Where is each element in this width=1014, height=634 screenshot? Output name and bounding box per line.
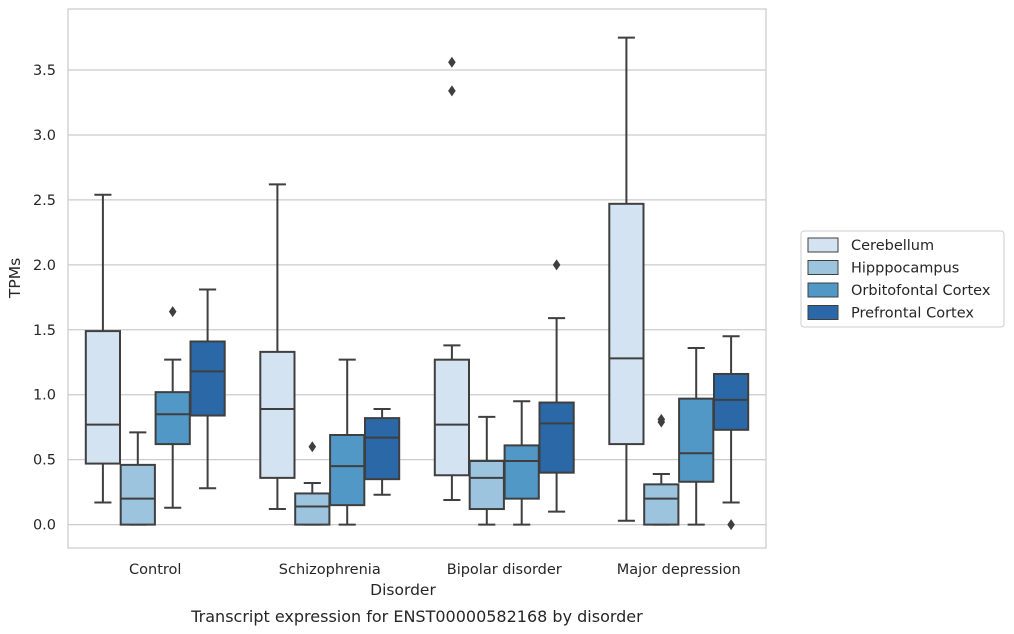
outlier-point	[657, 413, 666, 425]
y-tick-label: 2.0	[33, 258, 56, 274]
legend-item: Hipppocampus	[807, 260, 959, 277]
box	[643, 483, 680, 526]
y-tick-label: 1.5	[33, 323, 56, 339]
box	[84, 330, 122, 465]
boxes	[84, 36, 750, 531]
box	[329, 434, 366, 507]
plot-frame	[67, 8, 767, 549]
legend-swatch	[807, 305, 839, 320]
x-tick-label: Major depression	[617, 562, 741, 578]
outlier-point	[448, 85, 456, 97]
box	[119, 463, 156, 526]
y-tick-label: 3.0	[33, 128, 56, 144]
box-group	[329, 358, 366, 526]
box	[608, 202, 645, 446]
legend-swatch	[807, 237, 839, 253]
x-tick-label: Bipolar disorder	[447, 562, 562, 578]
box-group	[712, 335, 750, 531]
box-group	[643, 413, 680, 526]
y-axis-ticks: 0.0 0.5 1.0 1.5 2.0 2.5 3.0 3.5	[33, 63, 56, 534]
box	[363, 417, 401, 481]
x-axis-ticks: Control Schizophrenia Bipolar disorder Majo…	[129, 562, 741, 578]
x-axis-title: Disorder	[370, 581, 436, 599]
legend: Cerebellum Hipppocampus Orbitofontal Corte…	[800, 230, 1005, 328]
legend-frame	[800, 230, 1005, 328]
box-group	[538, 259, 575, 513]
x-tick-label: Schizophrenia	[279, 562, 381, 578]
chart-caption: Transcript expression for ENST0000058216…	[190, 607, 643, 626]
y-tick-label: 1.0	[33, 388, 56, 404]
box	[678, 397, 715, 483]
y-tick-label: 0.5	[33, 453, 56, 469]
y-tick-label: 3.5	[33, 63, 56, 79]
box	[503, 444, 540, 500]
box-group	[294, 441, 331, 526]
outlier-point	[448, 56, 456, 68]
y-axis-title: TPMs	[6, 258, 24, 299]
legend-swatch	[807, 260, 839, 275]
box	[294, 492, 331, 526]
box-group	[154, 306, 191, 509]
legend-item: Prefrontal Cortex	[807, 305, 974, 322]
legend-item: Cerebellum	[807, 237, 934, 254]
box-group	[119, 431, 156, 526]
box-group	[608, 36, 645, 522]
box-group	[433, 56, 471, 501]
box	[712, 372, 750, 431]
box-group	[189, 288, 226, 490]
outlier-point	[552, 259, 561, 271]
legend-label: Cerebellum	[851, 238, 934, 254]
box	[433, 358, 471, 477]
box	[538, 401, 575, 474]
legend-item: Orbitofontal Cortex	[807, 282, 991, 299]
outlier-point	[308, 441, 317, 453]
legend-label: Hipppocampus	[851, 261, 959, 277]
box	[189, 340, 226, 417]
y-tick-label: 2.5	[33, 193, 56, 209]
x-tick-label: Control	[129, 562, 181, 578]
box	[154, 391, 191, 446]
box-group	[468, 415, 505, 526]
legend-label: Prefrontal Cortex	[851, 306, 974, 322]
box-group	[363, 408, 401, 496]
box	[468, 459, 505, 511]
y-tick-label: 0.0	[33, 518, 56, 534]
box	[259, 350, 296, 479]
box-group	[503, 400, 540, 526]
legend-swatch	[807, 282, 839, 298]
box-group	[678, 346, 715, 526]
box-group	[84, 193, 122, 504]
outlier-point	[168, 306, 177, 318]
outlier-point	[727, 519, 735, 531]
legend-label: Orbitofontal Cortex	[851, 283, 991, 299]
box-group	[259, 183, 296, 511]
